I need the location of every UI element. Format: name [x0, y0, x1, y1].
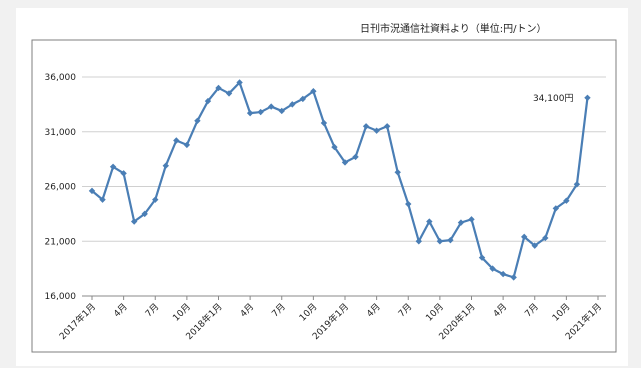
data-point	[552, 205, 560, 212]
data-point	[531, 242, 538, 249]
data-point	[130, 218, 138, 225]
data-point	[447, 236, 454, 244]
data-point	[152, 196, 159, 203]
data-point	[373, 127, 380, 134]
data-point	[573, 181, 581, 188]
data-point	[194, 117, 201, 124]
data-point	[183, 141, 191, 149]
y-tick-label: 36,000	[45, 73, 77, 83]
data-point	[120, 170, 127, 177]
data-point	[394, 169, 401, 176]
data-point	[109, 163, 117, 170]
data-point	[468, 216, 475, 223]
data-point	[563, 197, 570, 204]
data-point	[173, 137, 180, 144]
data-point	[383, 123, 391, 130]
data-point	[542, 234, 549, 242]
data-point	[257, 108, 264, 116]
data-point	[99, 196, 106, 203]
data-point	[510, 274, 517, 281]
data-point	[352, 153, 359, 161]
y-tick-label: 31,000	[45, 128, 77, 138]
data-point	[268, 103, 275, 110]
data-point	[278, 107, 285, 115]
data-point	[521, 233, 528, 241]
data-point	[299, 95, 307, 103]
data-point	[246, 109, 254, 117]
data-point	[141, 210, 148, 218]
data-point	[215, 84, 222, 92]
data-point	[478, 254, 486, 261]
data-point	[331, 143, 338, 151]
data-point	[310, 88, 317, 95]
data-point	[457, 219, 465, 226]
data-point	[88, 187, 96, 195]
data-point	[289, 101, 296, 108]
y-tick-label: 21,000	[45, 237, 77, 247]
source-note: 日刊市況通信社資料より（単位:円/トン）	[360, 24, 547, 35]
data-point	[236, 79, 243, 86]
data-point	[426, 218, 433, 225]
data-point	[415, 238, 422, 245]
data-point	[405, 200, 412, 208]
data-point	[436, 238, 444, 245]
data-point	[362, 123, 370, 130]
data-point	[204, 97, 212, 105]
data-point	[162, 162, 169, 169]
data-point	[499, 270, 507, 278]
data-point	[584, 94, 591, 102]
series-group	[88, 79, 591, 281]
annotations: 34,100円	[533, 93, 574, 104]
data-label: 34,100円	[533, 93, 574, 104]
data-point	[341, 159, 349, 166]
y-axis: 16,000 21,000 26,000 31,000 36,000	[45, 73, 77, 302]
data-point	[225, 90, 233, 97]
y-tick-label: 16,000	[45, 292, 77, 302]
y-tick-label: 26,000	[45, 183, 77, 193]
gridlines	[82, 76, 606, 242]
data-point	[489, 265, 496, 272]
data-point	[320, 119, 328, 127]
